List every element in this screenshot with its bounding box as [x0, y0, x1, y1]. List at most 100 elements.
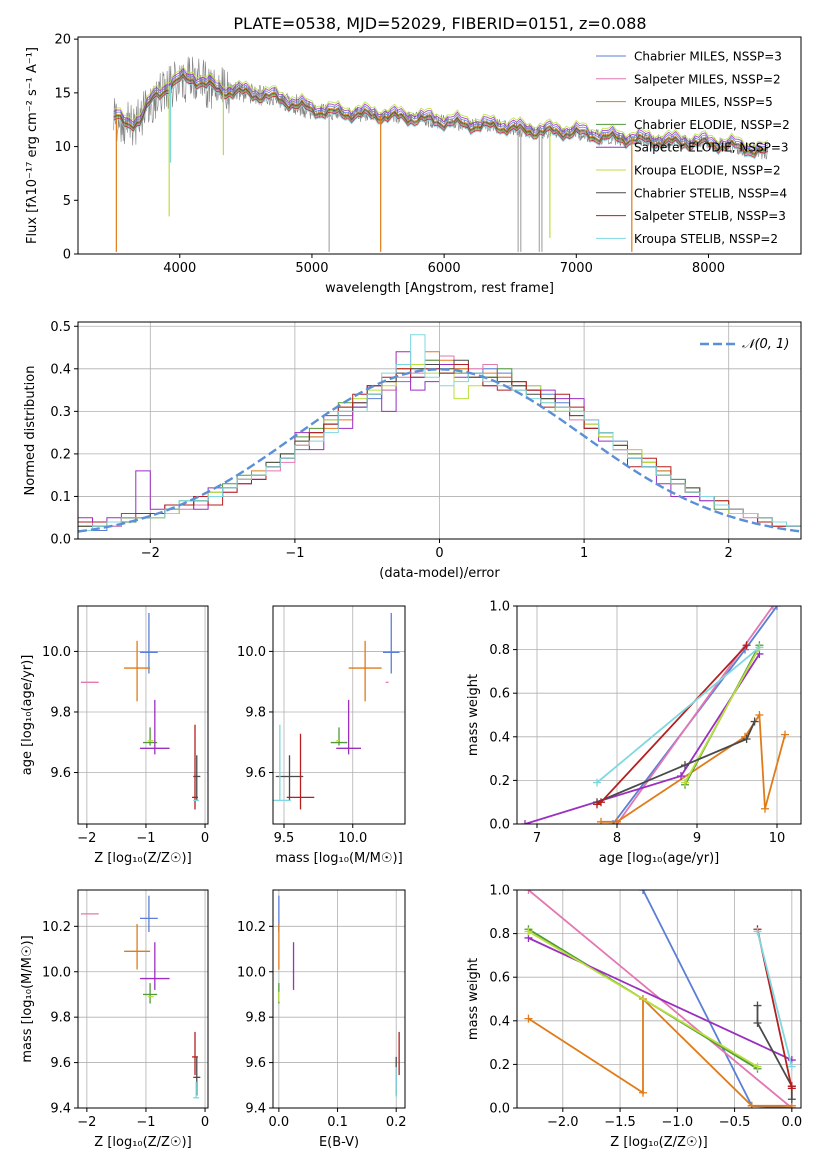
y-tick-label: 10.0: [42, 965, 71, 980]
axes-frame: [516, 889, 802, 1109]
axes-frame: [272, 605, 406, 825]
y-tick-label: 0.2: [489, 1058, 510, 1073]
panel-5: −2 −1 0 9.4 9.6 9.8 10.0 10.2 Z [log₁₀(Z/Z☉)] mas…: [20, 889, 209, 1150]
weight-marker-chabrier-miles: [638, 890, 647, 894]
model-spectrum-chabrier-elodie: [113, 74, 769, 156]
y-tick-label: 10.2: [42, 920, 71, 935]
weight-line-kroupa-miles: [528, 996, 792, 1107]
axes-frame: [272, 889, 406, 1109]
x-tick-label: 0.0: [781, 1115, 802, 1130]
legend-label: Kroupa MILES, NSSP=5: [634, 95, 773, 109]
y-tick-label: 9.8: [50, 1011, 71, 1026]
x-axis-label: (data-model)/error: [379, 566, 500, 581]
y-tick-label: 0.0: [489, 818, 510, 833]
y-axis-label: Normed distribution: [23, 366, 38, 496]
y-axis-label: mass weight: [466, 958, 481, 1040]
panel-0: 4000 5000 6000 7000 8000 0 5 10 15 20 wavelength […: [25, 33, 802, 296]
legend-label: Salpeter MILES, NSSP=2: [634, 72, 781, 86]
weight-marker-kroupa-stelib: [787, 1062, 796, 1071]
y-tick-label: 9.8: [245, 705, 266, 720]
x-axis-label: wavelength [Angstrom, rest frame]: [325, 281, 554, 296]
weight-marker-kroupa-miles: [524, 1014, 533, 1023]
weight-marker-kroupa-elodie: [681, 778, 689, 787]
x-axis-label: Z [log₁₀(Z/Z☉)]: [610, 1135, 707, 1150]
weight-marker-salpeter-elodie: [677, 772, 685, 781]
weight-marker-kroupa-miles: [747, 1101, 756, 1108]
x-axis-label: age [log₁₀(age/yr)]: [599, 851, 720, 866]
plot-area: [80, 612, 201, 810]
model-spectrum-kroupa-elodie: [113, 65, 769, 148]
legend-label: Chabrier ELODIE, NSSP=2: [634, 118, 790, 132]
weight-marker-kroupa-elodie: [753, 1062, 762, 1071]
legend-label: Salpeter ELODIE, NSSP=3: [634, 141, 789, 155]
x-tick-label: 4000: [163, 261, 196, 276]
plot-area: [80, 895, 201, 1099]
legend-label: Salpeter STELIB, NSSP=3: [634, 209, 786, 223]
model-spectrum-chabrier-stelib: [113, 73, 769, 155]
weight-line-chabrier-stelib: [596, 721, 756, 804]
figure-title: PLATE=0538, MJD=52029, FIBERID=0151, z=0…: [233, 14, 646, 33]
legend-label: Kroupa ELODIE, NSSP=2: [634, 164, 781, 178]
model-spectrum-chabrier-miles: [113, 70, 769, 152]
y-tick-label: 0: [63, 248, 71, 263]
x-tick-label: 2: [725, 546, 733, 561]
weight-marker-chabrier-stelib: [750, 717, 759, 726]
y-tick-label: 0.0: [489, 1102, 510, 1117]
legend-label: 𝒩(0, 1): [742, 337, 789, 352]
weight-marker-kroupa-stelib: [753, 927, 762, 936]
y-tick-label: 9.6: [245, 766, 266, 781]
y-axis-label: mass [log₁₀(M/M☉)]: [20, 935, 35, 1062]
y-tick-label: 10.0: [42, 645, 71, 660]
y-axis-label: age [log₁₀(age/yr)]: [20, 655, 35, 776]
y-tick-label: 0.8: [489, 927, 510, 942]
axes-frame: [516, 605, 802, 825]
y-tick-label: 0.5: [50, 320, 71, 335]
x-tick-label: 0.0: [269, 1115, 290, 1130]
y-tick-label: 0.4: [489, 730, 510, 745]
weight-line-kroupa-stelib: [596, 646, 760, 784]
weight-marker-salpeter-stelib: [787, 1082, 796, 1091]
y-tick-label: 0.4: [50, 362, 71, 377]
x-tick-label: −1.0: [662, 1115, 694, 1130]
weight-marker-kroupa-stelib: [593, 778, 601, 787]
panel-6: 0.0 0.1 0.2 9.4 9.6 9.8 10.0 10.2 E(B-V): [237, 889, 407, 1150]
weight-marker-chabrier-stelib: [681, 761, 689, 770]
weight-line-chabrier-miles: [642, 890, 792, 1108]
axes-frame: [77, 605, 209, 825]
weight-marker-salpeter-miles: [524, 890, 533, 894]
x-tick-label: −2: [141, 546, 160, 561]
x-axis-label: E(B-V): [319, 1135, 359, 1150]
y-tick-label: 0.3: [50, 405, 71, 420]
weight-marker-salpeter-miles: [769, 606, 777, 610]
plot-area: [273, 612, 400, 810]
y-tick-label: 0.0: [50, 533, 71, 548]
weight-marker-kroupa-miles: [597, 817, 605, 824]
y-axis-label: mass weight: [466, 674, 481, 756]
weight-marker-kroupa-miles: [781, 730, 789, 739]
plot-area: [524, 890, 796, 1108]
y-tick-label: 9.6: [50, 1056, 71, 1071]
x-tick-label: 10: [769, 831, 786, 846]
x-tick-label: 1: [580, 546, 588, 561]
weight-marker-kroupa-miles: [755, 711, 764, 719]
y-tick-label: 9.4: [245, 1102, 266, 1117]
panel-2: −2 −1 0 9.6 9.8 10.0 Z [log₁₀(Z/Z☉)] age [log₁₀…: [20, 605, 209, 866]
model-spectrum-kroupa-miles: [113, 72, 769, 154]
y-tick-label: 15: [54, 86, 71, 101]
weight-marker-kroupa-miles: [638, 1088, 647, 1097]
weight-marker-chabrier-stelib: [787, 1095, 796, 1104]
y-tick-label: 10: [54, 140, 71, 155]
weight-marker-chabrier-stelib: [753, 1018, 762, 1027]
legend: Chabrier MILES, NSSP=3 Salpeter MILES, NS…: [596, 50, 790, 246]
y-tick-label: 10.2: [237, 920, 266, 935]
weight-marker-salpeter-stelib: [597, 798, 605, 807]
weight-marker-chabrier-miles: [773, 606, 781, 610]
x-tick-label: 0.2: [386, 1115, 407, 1130]
weight-marker-kroupa-miles: [613, 817, 621, 824]
plot-area: [521, 606, 789, 824]
axes-frame: [77, 889, 209, 1109]
x-axis-label: Z [log₁₀(Z/Z☉)]: [94, 1135, 191, 1150]
y-tick-label: 20: [54, 33, 71, 48]
x-tick-label: 0: [201, 1115, 209, 1130]
